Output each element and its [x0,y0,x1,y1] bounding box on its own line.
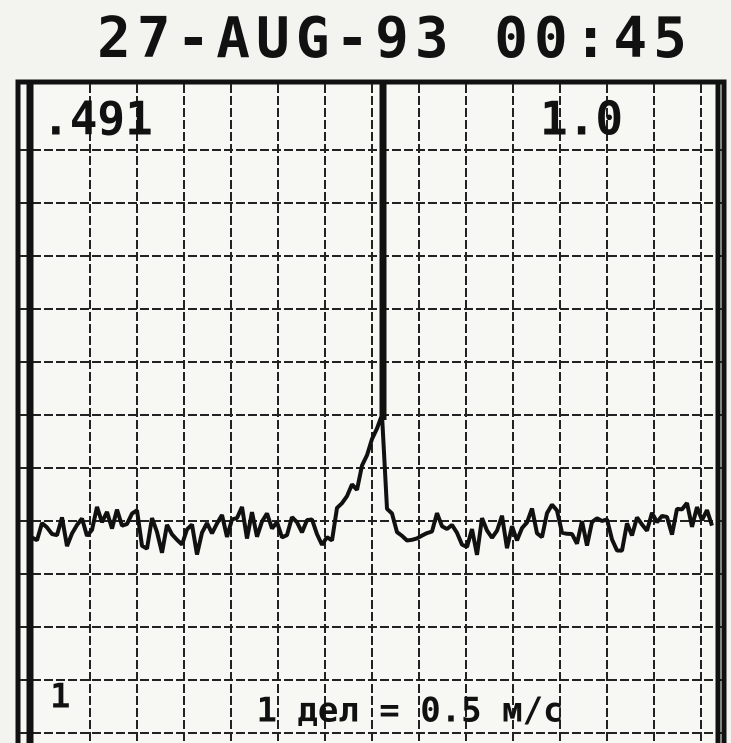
top-right-value: 1.0 [540,92,623,146]
scale-label: 1 дел = 0.5 м/с [256,691,563,731]
bottom-left-label: 1 [50,677,70,717]
spectrum-trace [31,414,714,556]
grid [20,84,722,743]
top-left-value: .491 [42,92,153,146]
timestamp: 27-AUG-93 00:45 [97,6,693,71]
